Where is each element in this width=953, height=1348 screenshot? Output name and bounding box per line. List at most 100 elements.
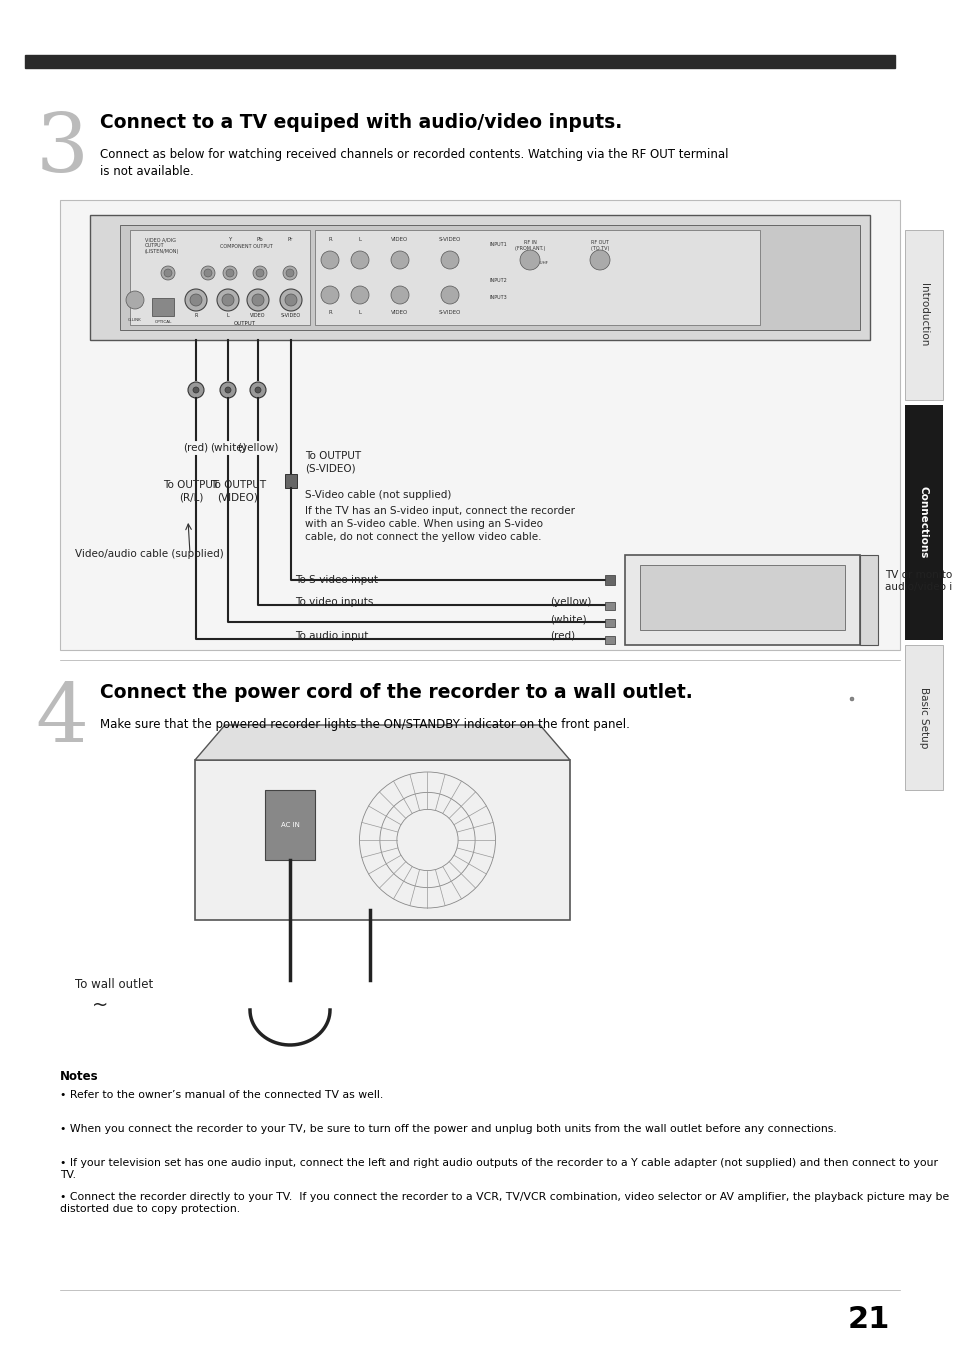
Bar [859,555,877,644]
Ellipse shape [351,251,369,270]
Ellipse shape [320,286,338,305]
Ellipse shape [190,294,202,306]
Ellipse shape [285,294,296,306]
Ellipse shape [283,266,296,280]
Ellipse shape [220,381,235,398]
Ellipse shape [193,387,199,394]
Ellipse shape [280,288,302,311]
Bar [25,55,894,67]
Text: RF OUT
(TO TV): RF OUT (TO TV) [590,240,609,251]
Bar [90,214,869,340]
Ellipse shape [589,249,609,270]
Text: (yellow): (yellow) [237,443,278,453]
Text: • If your television set has one audio input, connect the left and right audio o: • If your television set has one audio i… [60,1158,937,1180]
Text: Connections: Connections [918,487,928,558]
Ellipse shape [252,294,264,306]
Text: VIDEO: VIDEO [391,237,408,243]
Bar [604,603,615,611]
Ellipse shape [226,270,233,276]
Text: TV or monitor with
audio/video inputs: TV or monitor with audio/video inputs [884,570,953,592]
Ellipse shape [320,251,338,270]
Text: Notes: Notes [60,1070,98,1082]
Ellipse shape [440,251,458,270]
Text: ~: ~ [91,996,108,1015]
Text: Video/audio cable (supplied): Video/audio cable (supplied) [75,549,224,559]
Ellipse shape [201,266,214,280]
Text: Pr: Pr [287,237,293,243]
Text: To OUTPUT
(R/L): To OUTPUT (R/L) [163,480,219,503]
Text: (LISTEN/MON): (LISTEN/MON) [145,249,179,253]
Polygon shape [194,725,569,760]
Text: • Connect the recorder directly to your TV.  If you connect the recorder to a VC: • Connect the recorder directly to your … [60,1192,948,1213]
Text: OPTICAL: OPTICAL [154,319,172,324]
Text: L: L [227,313,229,318]
Ellipse shape [185,288,207,311]
Bar [639,565,844,630]
Ellipse shape [250,381,266,398]
Bar [314,231,760,325]
Text: Connect the power cord of the recorder to a wall outlet.: Connect the power cord of the recorder t… [100,682,692,701]
Bar [604,636,615,644]
Ellipse shape [188,381,204,398]
Bar [904,404,942,640]
Text: Y: Y [228,237,232,243]
Text: (red): (red) [183,443,209,453]
Ellipse shape [247,288,269,311]
Ellipse shape [204,270,212,276]
Bar [120,225,859,330]
Bar [130,231,310,325]
Text: INPUT1: INPUT1 [490,243,507,247]
Text: Connect to a TV equiped with audio/video inputs.: Connect to a TV equiped with audio/video… [100,112,621,132]
Bar [194,760,569,919]
Ellipse shape [164,270,172,276]
Bar [904,231,942,400]
Text: Make sure that the powered recorder lights the ON/STANDBY indicator on the front: Make sure that the powered recorder ligh… [100,718,629,731]
Text: 4: 4 [35,679,89,760]
Text: S-VIDEO: S-VIDEO [280,313,301,318]
Text: To OUTPUT
(S-VIDEO): To OUTPUT (S-VIDEO) [305,450,361,473]
Ellipse shape [216,288,239,311]
Ellipse shape [391,286,409,305]
Ellipse shape [391,251,409,270]
Text: To S-video input: To S-video input [294,576,377,585]
Ellipse shape [351,286,369,305]
Text: To OUTPUT
(VIDEO): To OUTPUT (VIDEO) [210,480,266,503]
Text: S-VIDEO: S-VIDEO [438,237,460,243]
Bar [904,644,942,790]
Text: 3: 3 [35,111,89,190]
Text: (yellow): (yellow) [550,597,591,607]
Text: INPUT2: INPUT2 [490,278,507,283]
Text: VIDEO: VIDEO [250,313,266,318]
Ellipse shape [225,387,231,394]
Text: L: L [358,310,361,315]
Ellipse shape [253,266,267,280]
Text: VIDEO A/DIG: VIDEO A/DIG [145,237,175,243]
Text: Introduction: Introduction [918,283,928,346]
Text: G-LINK: G-LINK [128,318,142,322]
Text: COMPONENT OUTPUT: COMPONENT OUTPUT [220,244,273,249]
Text: L: L [358,237,361,243]
Ellipse shape [255,270,264,276]
Text: • When you connect the recorder to your TV, be sure to turn off the power and un: • When you connect the recorder to your … [60,1124,836,1134]
Text: 21: 21 [846,1305,889,1335]
Text: S-Video cable (not supplied): S-Video cable (not supplied) [305,491,451,500]
Text: VHF/UHF: VHF/UHF [531,262,548,266]
Bar [624,555,859,644]
Text: (white): (white) [550,613,586,624]
Ellipse shape [440,286,458,305]
Text: Basic Setup: Basic Setup [918,687,928,748]
Bar [265,790,314,860]
Bar [152,298,173,315]
Text: VIDEO: VIDEO [391,310,408,315]
Bar [604,619,615,627]
Text: OUTPUT: OUTPUT [233,321,255,326]
Text: (white): (white) [210,443,246,453]
Text: INPUT3: INPUT3 [490,295,507,301]
Ellipse shape [519,249,539,270]
Ellipse shape [849,697,853,701]
Ellipse shape [126,291,144,309]
Ellipse shape [222,294,233,306]
Text: (red): (red) [550,631,575,642]
Ellipse shape [223,266,236,280]
Text: RF IN
(FROM ANT.): RF IN (FROM ANT.) [515,240,544,251]
